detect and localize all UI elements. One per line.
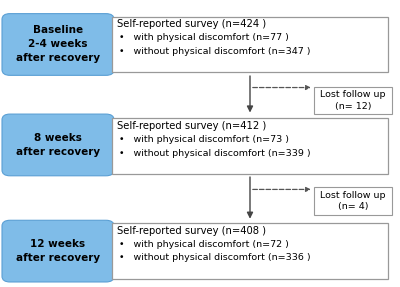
Text: •   with physical discomfort (n=73 ): • with physical discomfort (n=73 ) [119,135,289,144]
Text: •   with physical discomfort (n=72 ): • with physical discomfort (n=72 ) [119,240,289,249]
Text: Self-reported survey (n=412 ): Self-reported survey (n=412 ) [117,121,266,131]
FancyBboxPatch shape [314,87,392,114]
Text: •   without physical discomfort (n=347 ): • without physical discomfort (n=347 ) [119,47,311,56]
FancyBboxPatch shape [112,17,388,73]
Text: Self-reported survey (n=424 ): Self-reported survey (n=424 ) [117,20,266,29]
FancyBboxPatch shape [2,114,114,176]
Text: Self-reported survey (n=408 ): Self-reported survey (n=408 ) [117,226,266,236]
Text: •   without physical discomfort (n=336 ): • without physical discomfort (n=336 ) [119,253,311,262]
FancyBboxPatch shape [112,223,388,279]
FancyBboxPatch shape [112,119,388,174]
Text: Lost follow up
(n= 12): Lost follow up (n= 12) [320,90,386,111]
Text: 8 weeks
after recovery: 8 weeks after recovery [16,133,100,157]
FancyBboxPatch shape [2,220,114,282]
Text: •   with physical discomfort (n=77 ): • with physical discomfort (n=77 ) [119,33,289,42]
FancyBboxPatch shape [314,187,392,215]
FancyBboxPatch shape [2,14,114,75]
Text: •   without physical discomfort (n=339 ): • without physical discomfort (n=339 ) [119,149,311,158]
Text: Baseline
2-4 weeks
after recovery: Baseline 2-4 weeks after recovery [16,26,100,63]
Text: 12 weeks
after recovery: 12 weeks after recovery [16,239,100,263]
Text: Lost follow up
(n= 4): Lost follow up (n= 4) [320,191,386,211]
